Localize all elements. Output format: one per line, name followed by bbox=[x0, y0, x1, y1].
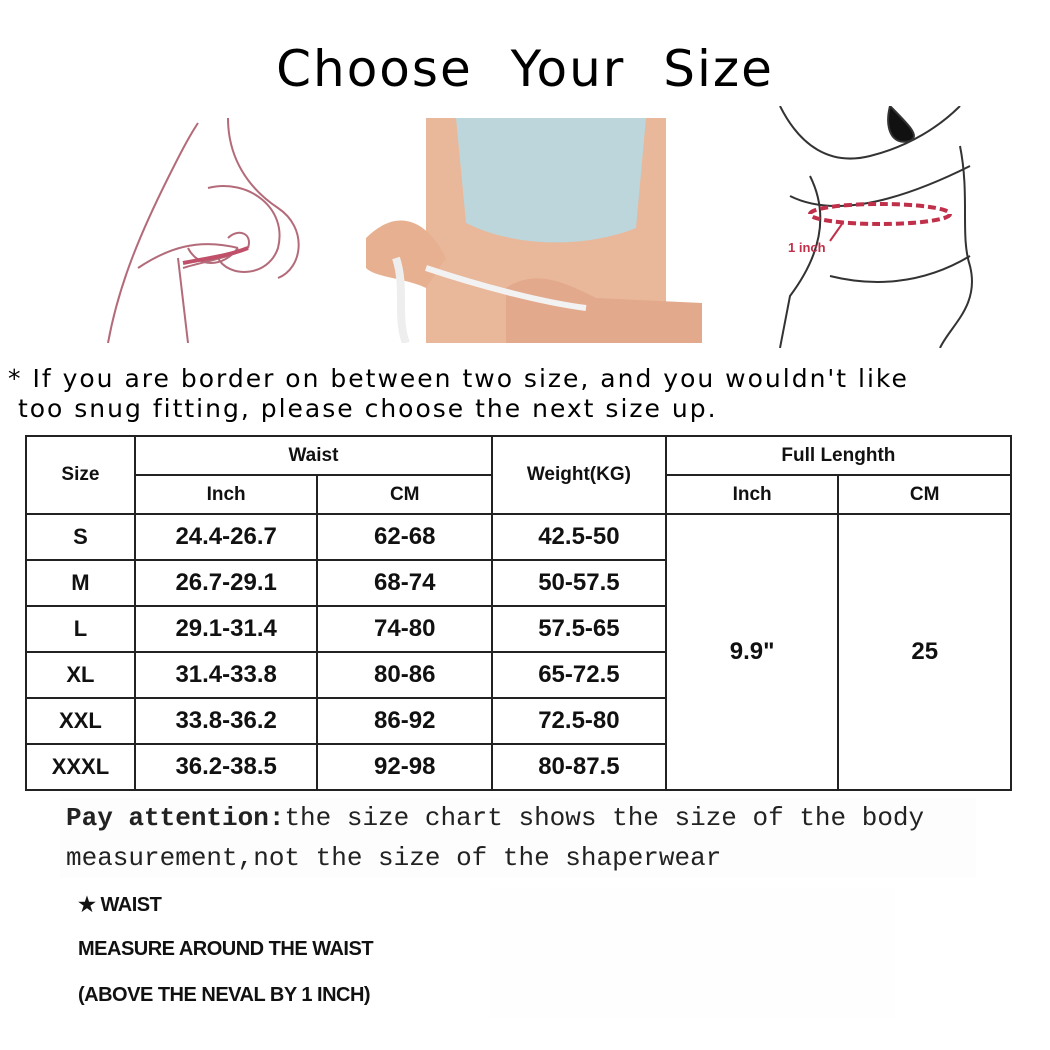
waist-cm-cell: 80-86 bbox=[316, 651, 494, 699]
bust-sketch-drawing bbox=[107, 117, 300, 344]
header-waist: Waist bbox=[133, 435, 494, 476]
bust-measure-sketch bbox=[78, 117, 316, 344]
waist-guide-line2: (ABOVE THE NEVAL BY 1 INCH) bbox=[78, 984, 371, 1006]
waist-inch-cell: 36.2-38.5 bbox=[133, 743, 319, 791]
size-cell: L bbox=[25, 605, 136, 653]
size-cell: XXL bbox=[25, 697, 136, 745]
full-length-inch-cell: 9.9" bbox=[664, 513, 840, 791]
waist-cm-cell: 74-80 bbox=[316, 605, 494, 653]
attention-line2: measurement,not the size of the shaperwe… bbox=[66, 843, 722, 873]
waist-guide-line1: MEASURE AROUND THE WAIST bbox=[78, 938, 374, 960]
header-fl-inch: Inch bbox=[664, 474, 840, 515]
sizing-note: * If you are border on between two size,… bbox=[8, 364, 909, 423]
blank-image-area bbox=[490, 888, 895, 1018]
table-row: S 24.4-26.7 62-68 42.5-50 9.9" 25 bbox=[25, 513, 1012, 791]
header-row: Size Waist Weight(KG) Full Lenghth bbox=[25, 435, 1013, 515]
full-length-cm-cell: 25 bbox=[837, 513, 1012, 791]
header-waist-cm: CM bbox=[316, 474, 494, 515]
waist-1inch-drawing: 1 inch bbox=[779, 105, 973, 349]
header-waist-inch: Inch bbox=[133, 474, 319, 515]
table-row: XL 31.4-33.8 80-86 65-72.5 bbox=[25, 651, 1011, 699]
attention-label: Pay attention: bbox=[66, 803, 285, 833]
table-row: XXL 33.8-36.2 86-92 72.5-80 bbox=[25, 697, 1011, 745]
waist-inch-cell: 31.4-33.8 bbox=[133, 651, 319, 699]
table-row: M 26.7-29.1 68-74 50-57.5 bbox=[25, 559, 1011, 607]
size-chart-table: Size Waist Weight(KG) Full Lenghth Inch … bbox=[25, 435, 1013, 791]
waist-cm-cell: 62-68 bbox=[316, 513, 494, 561]
header-size: Size bbox=[25, 435, 136, 515]
weight-cell: 57.5-65 bbox=[491, 605, 667, 653]
waist-guide-heading: ★ WAIST bbox=[78, 894, 162, 916]
size-cell: S bbox=[25, 513, 136, 561]
waist-inch-cell: 24.4-26.7 bbox=[133, 513, 319, 561]
waist-cm-cell: 92-98 bbox=[316, 743, 494, 791]
waist-photo-drawing bbox=[366, 118, 702, 345]
attention-note: Pay attention:the size chart shows the s… bbox=[60, 798, 976, 878]
header-fl-cm: CM bbox=[837, 474, 1012, 515]
table-row: XXXL 36.2-38.5 92-98 80-87.5 bbox=[25, 743, 1011, 791]
weight-cell: 65-72.5 bbox=[491, 651, 667, 699]
weight-cell: 72.5-80 bbox=[491, 697, 667, 745]
waist-inch-cell: 33.8-36.2 bbox=[133, 697, 319, 745]
table-row: L 29.1-31.4 74-80 57.5-65 bbox=[25, 605, 1011, 653]
waist-cm-cell: 68-74 bbox=[316, 559, 494, 607]
page-title: Choose Your Size bbox=[276, 40, 774, 98]
weight-cell: 42.5-50 bbox=[491, 513, 667, 561]
one-inch-label: 1 inch bbox=[788, 240, 826, 255]
waist-inch-cell: 26.7-29.1 bbox=[133, 559, 319, 607]
waist-guide: ★ WAIST MEASURE AROUND THE WAIST (ABOVE … bbox=[60, 882, 430, 1020]
attention-line1: the size chart shows the size of the bod… bbox=[284, 803, 925, 833]
header-full-length: Full Lenghth bbox=[664, 435, 1013, 476]
weight-cell: 50-57.5 bbox=[491, 559, 667, 607]
waist-cm-cell: 86-92 bbox=[316, 697, 494, 745]
size-cell: XXXL bbox=[25, 743, 136, 791]
header-weight: Weight(KG) bbox=[491, 435, 667, 515]
size-cell: M bbox=[25, 559, 136, 607]
waist-inch-cell: 29.1-31.4 bbox=[133, 605, 319, 653]
weight-cell: 80-87.5 bbox=[491, 743, 667, 791]
size-cell: XL bbox=[25, 651, 136, 699]
subheader-row: Inch CM Inch CM bbox=[26, 474, 1012, 515]
waist-1inch-sketch: 1 inch bbox=[770, 105, 1010, 349]
waist-measure-photo bbox=[366, 118, 702, 345]
